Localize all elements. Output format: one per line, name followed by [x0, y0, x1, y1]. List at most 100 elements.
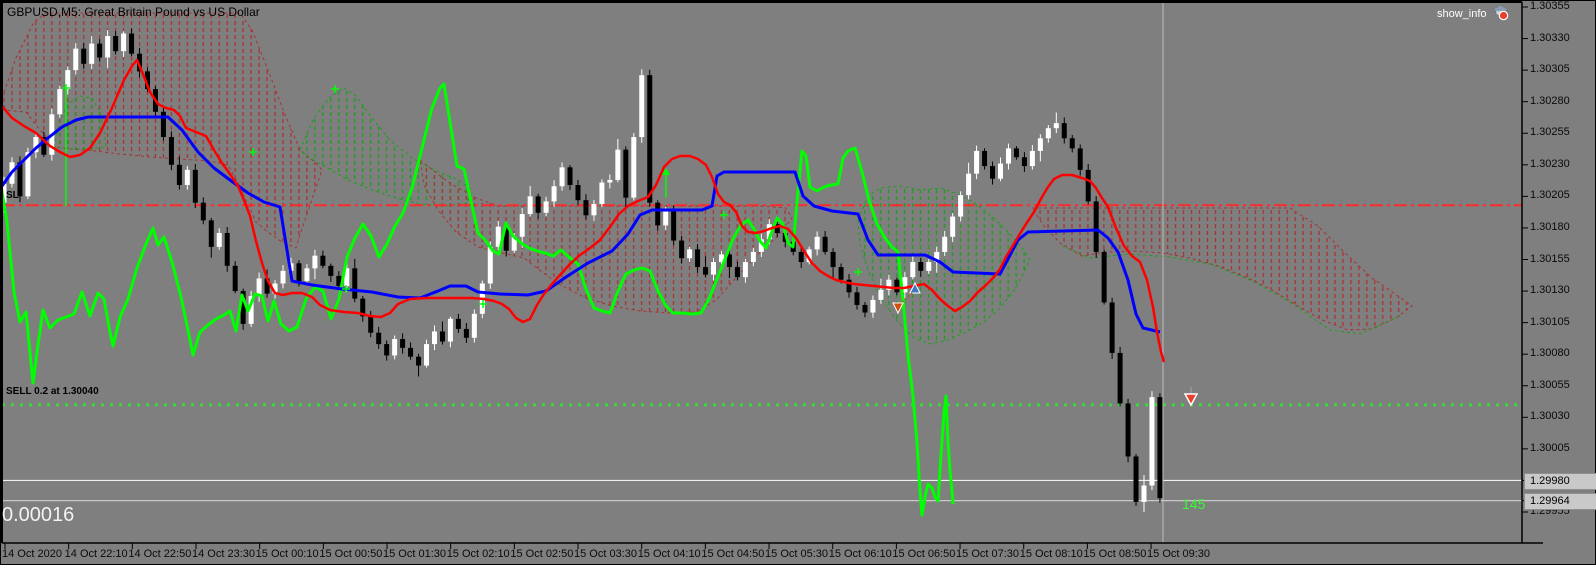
bull-candle	[950, 216, 956, 237]
bear-candle	[1077, 148, 1083, 170]
chart-title: GBPUSD,M5: Great Britain Pound vs US Dol…	[7, 5, 260, 19]
bear-candle	[144, 71, 150, 90]
bear-candle	[137, 53, 143, 72]
bull-candle	[424, 344, 430, 366]
bear-candle	[990, 166, 996, 179]
bear-candle	[1157, 397, 1163, 499]
bear-candle	[463, 328, 469, 338]
sell-order-label: SELL 0.2 at 1.30040	[6, 386, 99, 397]
bear-candle	[1061, 123, 1067, 139]
bear-candle	[384, 344, 390, 356]
bear-candle	[854, 292, 860, 305]
bull-candle	[105, 36, 111, 58]
bear-candle	[583, 200, 589, 216]
bull-candle	[256, 278, 262, 297]
bull-candle	[65, 70, 71, 90]
bull-candle	[25, 152, 31, 197]
show-info-button[interactable]: show_info	[1437, 4, 1509, 24]
bear-candle	[1093, 201, 1099, 252]
bull-candle	[559, 167, 565, 187]
sell-marker-small	[892, 302, 904, 315]
bear-candle	[336, 275, 342, 287]
bull-candle	[57, 89, 63, 115]
bear-candle	[838, 267, 844, 280]
bear-candle	[830, 251, 836, 268]
bull-candle	[447, 318, 453, 342]
bull-candle	[73, 48, 79, 71]
bull-candle	[1149, 397, 1155, 486]
bull-candle	[718, 254, 724, 263]
bear-candle	[240, 291, 246, 324]
bear-candle	[368, 316, 374, 333]
bear-candle	[647, 75, 653, 203]
bull-candle	[886, 279, 892, 290]
bear-candle	[232, 265, 238, 292]
momentum-line	[0, 82, 955, 517]
bear-candle	[1013, 148, 1019, 158]
bear-candle	[862, 304, 868, 313]
sell-order-arrow	[1183, 393, 1199, 407]
show-info-icon	[1492, 4, 1509, 24]
cross-marker	[331, 85, 339, 93]
bull-candle	[184, 169, 190, 186]
bear-candle	[376, 332, 382, 345]
bear-candle	[726, 254, 732, 268]
bull-candle	[870, 299, 876, 313]
bear-candle	[81, 48, 87, 64]
buy-marker-small	[909, 281, 921, 294]
bull-candle	[216, 232, 222, 247]
bull-candle	[312, 255, 318, 269]
bear-candle	[200, 202, 206, 221]
bear-candle	[328, 265, 334, 276]
bull-candle	[958, 195, 964, 217]
spread-value: 0.00016	[2, 504, 75, 526]
bear-candle	[623, 149, 629, 198]
bear-candle	[41, 137, 47, 155]
bull-candle	[272, 283, 278, 294]
bear-candle	[695, 249, 701, 268]
bear-candle	[1101, 251, 1107, 303]
bull-candle	[1053, 123, 1059, 129]
bull-candle	[663, 211, 669, 226]
bull-candle	[814, 236, 820, 250]
bear-candle	[1109, 302, 1115, 353]
bear-candle	[1125, 403, 1131, 457]
bull-candle	[607, 179, 613, 183]
bull-candle	[758, 239, 764, 252]
bull-candle	[1037, 138, 1043, 151]
bear-cloud-mid	[419, 158, 793, 314]
bear-candle	[176, 164, 182, 186]
bull-candle	[1045, 128, 1051, 139]
bull-candle	[599, 182, 605, 204]
bull-candle	[878, 289, 884, 300]
bull-candle	[639, 75, 645, 138]
bull-candle	[33, 137, 39, 153]
bull-candle	[1005, 148, 1011, 164]
bear-candle	[918, 262, 924, 271]
bull-candle	[1, 183, 7, 203]
cross-marker	[342, 285, 350, 293]
bear-candle	[655, 202, 661, 226]
cross-marker	[854, 268, 862, 276]
bear-candle	[360, 298, 366, 317]
bear-candle	[535, 196, 541, 213]
bear-candle	[320, 255, 326, 266]
bear-candle	[17, 162, 23, 197]
bull-candle	[711, 262, 717, 275]
bull-candle	[431, 331, 437, 345]
bear-candle	[679, 240, 685, 259]
bull-candle	[543, 201, 549, 213]
bull-candle	[934, 251, 940, 263]
stop-loss-label: SL	[6, 190, 19, 201]
bear-candle	[400, 339, 406, 348]
bear-candle	[1021, 157, 1027, 167]
bear-candle	[352, 268, 358, 299]
bear-candle	[503, 226, 509, 251]
bull-boundary-right	[1061, 245, 1401, 335]
bull-candle	[248, 296, 254, 324]
bull-cloud-left-small	[53, 95, 107, 150]
bull-candle	[750, 251, 756, 263]
bull-candle	[527, 196, 533, 215]
